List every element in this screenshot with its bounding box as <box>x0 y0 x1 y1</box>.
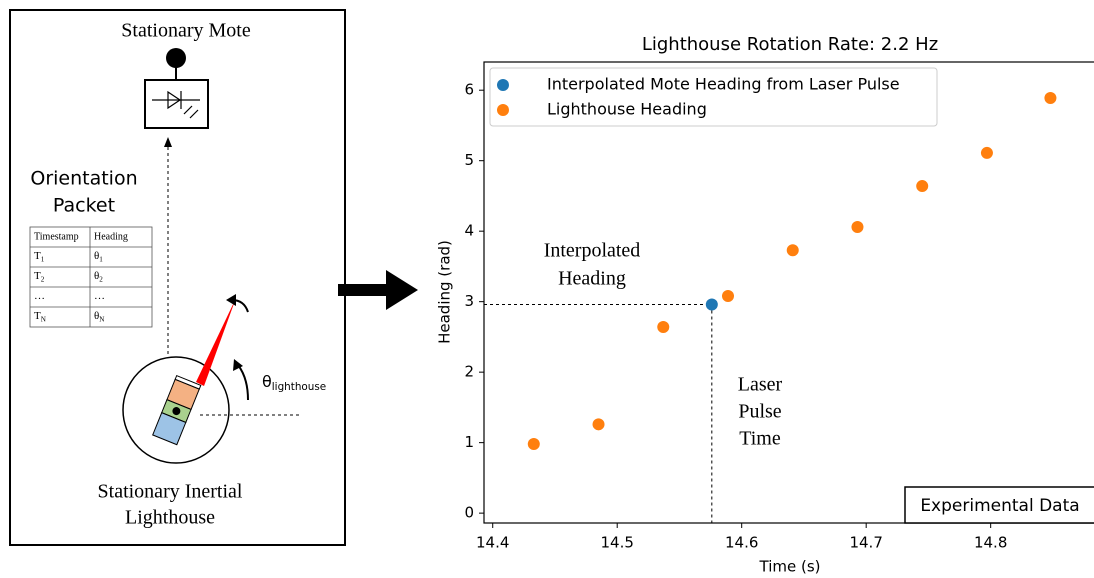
lighthouse-label: Stationary Inertial <box>98 481 243 503</box>
annotation: Laser <box>738 374 783 396</box>
table-cell-sub: 1 <box>99 255 103 263</box>
x-tick-label: 14.5 <box>601 534 634 552</box>
y-axis-label: Heading (rad) <box>436 240 454 344</box>
legend-box <box>489 67 938 127</box>
y-tick-label: 6 <box>464 81 474 99</box>
laser-beam <box>196 298 236 386</box>
table-cell-base: T <box>34 270 41 282</box>
x-tick-label: 14.8 <box>974 534 1007 552</box>
data-point <box>722 290 734 303</box>
table-cell-base: … <box>34 290 45 302</box>
table-cell-sub: N <box>41 315 46 323</box>
diagram-frame <box>9 9 346 546</box>
table-cell: T1 <box>34 250 45 263</box>
y-tick-label: 4 <box>464 222 474 240</box>
transition-arrow-shaft <box>338 284 388 296</box>
table-cell-base: θ <box>94 310 99 322</box>
chart-title: Lighthouse Rotation Rate: 2.2 Hz <box>642 34 938 55</box>
packet-arrowhead <box>164 137 172 147</box>
annotation: Time <box>739 428 781 450</box>
legend-marker <box>497 79 509 91</box>
x-tick-label: 14.4 <box>476 534 509 552</box>
angle-label-base: θ <box>262 372 272 391</box>
table-cell-sub: 1 <box>41 255 45 263</box>
table-cell-base: T <box>34 310 41 322</box>
photodiode-box <box>144 79 209 129</box>
data-point <box>916 180 929 193</box>
angle-arrowhead <box>233 359 243 371</box>
table-cell: θ1 <box>94 250 103 263</box>
x-tick-label: 14.6 <box>725 534 758 552</box>
table-header: Timestamp <box>34 231 79 242</box>
table-cell-base: θ <box>94 270 99 282</box>
legend-marker <box>497 104 509 116</box>
table-cell: TN <box>34 310 46 323</box>
table-cell-base: T <box>34 250 41 262</box>
y-tick-label: 0 <box>464 504 474 522</box>
angle-label-sub: lighthouse <box>272 381 326 393</box>
data-source-box <box>904 486 1094 524</box>
annotation: Pulse <box>738 401 781 423</box>
data-point <box>1044 91 1057 104</box>
plot-frame <box>483 61 1094 524</box>
table-cell-sub: N <box>99 315 104 323</box>
x-tick-label: 14.7 <box>849 534 882 552</box>
data-point <box>592 418 605 431</box>
lighthouse-label: Lighthouse <box>125 507 215 529</box>
y-tick-label: 1 <box>464 433 474 451</box>
table-cell: T2 <box>34 270 45 283</box>
packet-label: Orientation <box>30 168 137 190</box>
table-cell-sub: 2 <box>99 275 103 283</box>
table-cell: … <box>94 290 105 302</box>
annotation: Heading <box>558 268 626 290</box>
table-cell-base: θ <box>94 250 99 262</box>
angle-label: θlighthouse <box>262 372 326 393</box>
data-point <box>705 298 718 311</box>
y-tick-label: 2 <box>464 363 474 381</box>
lighthouse-device <box>152 374 202 446</box>
annotation: Interpolated <box>544 240 641 262</box>
data-point <box>657 321 670 334</box>
table-cell: … <box>34 290 45 302</box>
y-tick-label: 3 <box>464 292 474 310</box>
table-header: Heading <box>94 231 128 242</box>
data-point <box>851 220 864 233</box>
mote-label: Stationary Mote <box>121 20 251 42</box>
x-axis-label: Time (s) <box>759 558 821 576</box>
data-point <box>786 244 799 257</box>
table-cell-base: … <box>94 290 105 302</box>
packet-table <box>29 226 153 328</box>
table-cell: θ2 <box>94 270 103 283</box>
photodiode-symbol <box>152 90 200 119</box>
data-point <box>527 438 540 451</box>
y-tick-label: 5 <box>464 151 474 169</box>
table-cell-sub: 2 <box>41 275 45 283</box>
table-cell: θN <box>94 310 104 323</box>
legend-entry: Lighthouse Heading <box>547 100 707 119</box>
transition-arrowhead <box>386 270 418 310</box>
legend-entry: Interpolated Mote Heading from Laser Pul… <box>547 75 900 94</box>
data-source-label: Experimental Data <box>920 496 1079 516</box>
angle-arrow <box>237 364 249 401</box>
data-point <box>980 146 993 159</box>
packet-label: Packet <box>53 195 115 217</box>
rotation-arrowhead <box>226 294 236 306</box>
